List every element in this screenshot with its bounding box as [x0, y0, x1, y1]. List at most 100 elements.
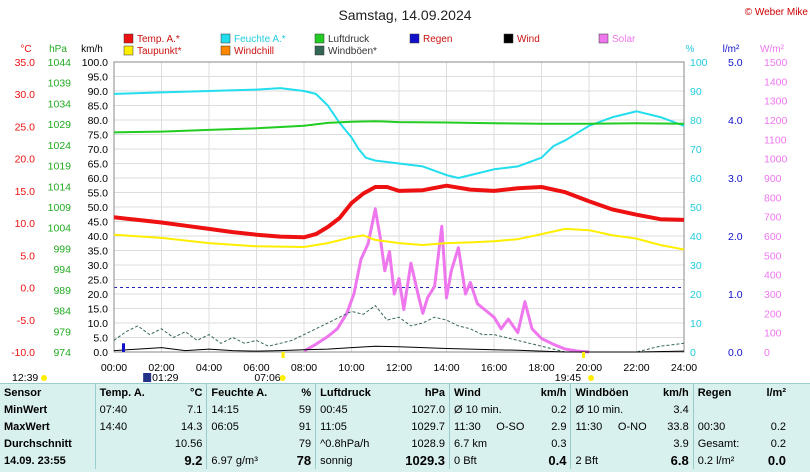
- pressure-tick-label: 1034: [48, 98, 72, 110]
- legend-label: Taupunkt*: [137, 46, 182, 57]
- legend: Temp. A.* Feuchte A.* Luftdruck Regen Wind So…: [123, 33, 636, 57]
- pressure-axis-title: hPa: [49, 44, 67, 55]
- x-tick-label: 16:00: [481, 362, 507, 374]
- humidity-tick-label: 100: [690, 57, 708, 69]
- chart-title: Samstag, 14.09.2024: [338, 7, 471, 23]
- min-temp-value: 7.1: [187, 403, 203, 416]
- sunrise-label: 07:06: [254, 372, 280, 383]
- legend-swatch: [314, 33, 325, 44]
- avg-press-text: ^0.8hPa/h: [315, 435, 390, 452]
- max-hum-value: 91: [298, 420, 312, 433]
- x-tick-label: 04:00: [196, 362, 222, 374]
- max-wind-time: 11:30 O-SO: [449, 418, 529, 435]
- x-tick-label: 12:00: [386, 362, 412, 374]
- wind-tick-label: 5.0: [93, 333, 108, 345]
- temp-tick-label: 35.0: [15, 57, 36, 69]
- now-hum-text: 6.97 g/m³: [206, 452, 288, 469]
- sunset-tick: [582, 352, 586, 358]
- legend-label: Solar: [612, 34, 636, 45]
- pressure-tick-label: 1024: [48, 140, 72, 152]
- legend-label: Windchill: [234, 46, 274, 57]
- min-label: MinWert: [4, 403, 48, 416]
- min-hum-value: 59: [298, 403, 312, 416]
- wind-tick-label: 20.0: [88, 289, 109, 301]
- solar-tick-label: 800: [764, 192, 782, 204]
- avg-press-value: 1028.9: [411, 437, 446, 450]
- header-gust: Windböen: [570, 384, 651, 401]
- moonrise-label: 01:29: [152, 372, 178, 383]
- now-rain-text: 0.2 l/m²: [692, 452, 756, 469]
- moonset-label: 12:39: [12, 372, 38, 383]
- temp-tick-label: -10.0: [11, 347, 35, 359]
- stats-max-row: MaxWert 14:40 14.3 06:05 91 11:05 1029.7…: [0, 418, 790, 435]
- wind-tick-label: 30.0: [88, 260, 109, 272]
- header-temp: Temp. A.: [94, 384, 163, 401]
- moonset-icon: [41, 375, 47, 381]
- solar-axis-title: W/m²: [760, 44, 785, 55]
- max-press-time: 11:05: [315, 418, 390, 435]
- max-wind-value: 2.9: [551, 420, 567, 433]
- avg-wind-text: 6.7 km: [449, 435, 529, 452]
- max-gust-time: 11:30 O-NO: [570, 418, 651, 435]
- pressure-tick-label: 989: [53, 285, 71, 297]
- solar-tick-label: 1500: [764, 57, 788, 69]
- legend-swatch: [123, 45, 134, 56]
- humidity-tick-label: 60: [690, 173, 702, 185]
- stats-panel: Sensor Temp. A. °C Feuchte A. % Luftdruc…: [0, 383, 810, 472]
- avg-hum-value: 79: [298, 437, 312, 450]
- avg-rain-value: 0.2: [770, 437, 786, 450]
- temp-tick-label: -5.0: [17, 315, 35, 327]
- wind-tick-label: 95.0: [88, 72, 109, 84]
- header-wind-unit: km/h: [540, 386, 567, 399]
- plot-area: [113, 87, 685, 354]
- wind-tick-label: 80.0: [88, 115, 109, 127]
- wind-tick-label: 40.0: [88, 231, 109, 243]
- series-wind: [113, 345, 685, 353]
- series-solar: [303, 207, 590, 354]
- solar-tick-label: 600: [764, 231, 782, 243]
- humidity-axis-title: %: [686, 44, 695, 55]
- max-wind-dir: O-SO: [496, 420, 525, 433]
- now-press-value: 1029.3: [405, 453, 446, 468]
- x-tick-label: 00:00: [101, 362, 127, 374]
- pressure-tick-label: 979: [53, 326, 71, 338]
- pressure-tick-label: 984: [53, 306, 71, 318]
- x-tick-label: 22:00: [623, 362, 649, 374]
- stats-header-row: Sensor Temp. A. °C Feuchte A. % Luftdruc…: [0, 384, 790, 401]
- sunset-icon: [588, 375, 595, 381]
- legend-swatch: [598, 33, 609, 44]
- solar-tick-label: 900: [764, 173, 782, 185]
- max-gust-time-text: 11:30: [575, 420, 603, 433]
- avg-temp-value: 10.56: [174, 437, 203, 450]
- max-label: MaxWert: [4, 420, 50, 433]
- wind-tick-label: 70.0: [88, 144, 109, 156]
- wind-tick-label: 55.0: [88, 188, 109, 200]
- humidity-tick-label: 70: [690, 144, 702, 156]
- legend-swatch: [409, 33, 420, 44]
- max-rain-value: 0.2: [770, 420, 786, 433]
- temp-axis-title: °C: [20, 44, 31, 55]
- wind-tick-label: 75.0: [88, 130, 109, 142]
- pressure-tick-label: 994: [53, 264, 71, 276]
- temp-tick-label: 25.0: [15, 121, 36, 133]
- now-temp-value: 9.2: [184, 453, 203, 468]
- humidity-tick-label: 10: [690, 318, 702, 330]
- min-gust-text: Ø 10 min.: [570, 401, 651, 418]
- avg-gust-value: 3.9: [673, 437, 689, 450]
- legend-swatch: [503, 33, 514, 44]
- series-feuchte-a: [113, 87, 685, 179]
- legend-label: Regen: [423, 34, 452, 45]
- pressure-tick-label: 1009: [48, 202, 72, 214]
- now-wind-value: 0.4: [548, 453, 567, 468]
- now-wind-text: 0 Bft: [449, 452, 529, 469]
- wind-tick-label: 25.0: [88, 275, 109, 287]
- wind-tick-label: 45.0: [88, 217, 109, 229]
- pressure-tick-label: 1019: [48, 161, 72, 173]
- legend-swatch: [220, 33, 231, 44]
- solar-tick-label: 400: [764, 270, 782, 282]
- avg-label: Durchschnitt: [4, 437, 72, 450]
- max-wind-time-text: 11:30: [454, 420, 481, 433]
- stats-min-row: MinWert 07:40 7.1 14:15 59 00:45 1027.0 …: [0, 401, 790, 418]
- min-wind-value: 0.2: [551, 403, 567, 416]
- x-tick-label: 18:00: [528, 362, 554, 374]
